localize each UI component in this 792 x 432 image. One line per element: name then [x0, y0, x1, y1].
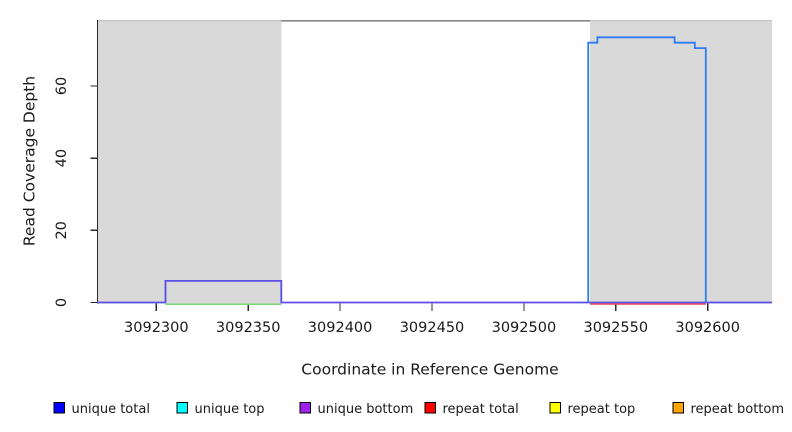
- repeat-region-shading-0: [97, 20, 282, 304]
- legend-swatch-5: [672, 401, 685, 414]
- series-unique-bottom-trace: [97, 280, 772, 304]
- legend-swatch-4: [549, 401, 562, 414]
- legend-swatch-2: [299, 401, 312, 414]
- y-tick-label-60: 60: [54, 77, 70, 95]
- legend-swatch-3: [424, 401, 437, 414]
- x-tick-label-3092300: 3092300: [124, 320, 189, 336]
- x-tick-label-3092500: 3092500: [492, 320, 557, 336]
- legend-label-3: repeat total: [443, 402, 519, 417]
- x-tick-label-3092450: 3092450: [400, 320, 465, 336]
- legend-label-5: repeat bottom: [691, 402, 785, 417]
- y-tick-label-40: 40: [54, 149, 70, 167]
- y-tick-label-20: 20: [54, 221, 70, 239]
- y-tick-label-0: 0: [54, 298, 70, 307]
- y-axis-title: Read Coverage Depth: [21, 76, 39, 246]
- series-unique-total-plateau: [587, 36, 707, 303]
- legend-label-4: repeat top: [568, 402, 636, 417]
- x-tick-label-3092400: 3092400: [308, 320, 373, 336]
- x-axis-title: Coordinate in Reference Genome: [301, 361, 558, 379]
- x-tick-label-3092600: 3092600: [675, 320, 740, 336]
- legend-swatch-1: [176, 401, 189, 414]
- legend-swatch-0: [53, 401, 66, 414]
- legend-label-0: unique total: [72, 402, 150, 417]
- repeat-region-shading-1: [590, 20, 772, 304]
- legend-label-1: unique top: [195, 402, 265, 417]
- x-tick-label-3092350: 3092350: [216, 320, 281, 336]
- x-tick-label-3092550: 3092550: [583, 320, 648, 336]
- legend-label-2: unique bottom: [318, 402, 414, 417]
